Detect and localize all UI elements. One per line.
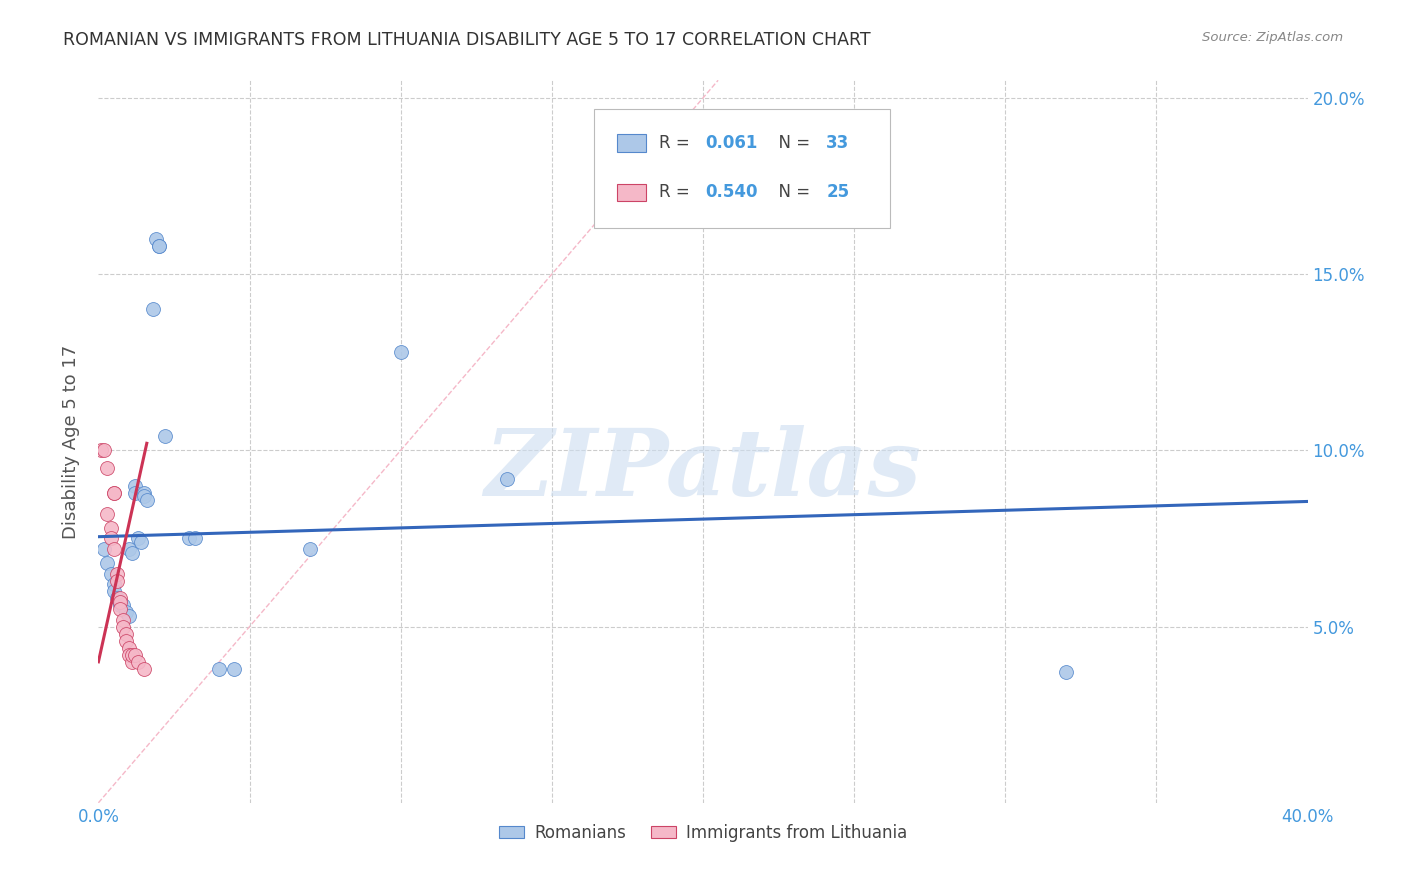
Point [100, 521, 122, 535]
Point [108, 602, 131, 616]
Point [114, 633, 136, 648]
Point [90, 443, 112, 458]
Text: R =: R = [659, 183, 696, 202]
Point [127, 655, 149, 669]
Point [100, 532, 122, 546]
Point [118, 542, 141, 557]
Point [105, 566, 128, 581]
Point [121, 545, 143, 559]
Point [127, 532, 149, 546]
Point [96, 507, 118, 521]
Text: N =: N = [768, 183, 815, 202]
Point [124, 485, 146, 500]
Point [132, 662, 155, 676]
Text: N =: N = [768, 134, 815, 153]
Text: 0.540: 0.540 [706, 183, 758, 202]
Point [142, 302, 165, 317]
Point [1054, 665, 1077, 680]
Point [103, 485, 125, 500]
Point [124, 648, 146, 662]
Point [105, 574, 128, 588]
Text: ZIPatlas: ZIPatlas [485, 425, 921, 516]
Point [148, 239, 170, 253]
Point [103, 584, 125, 599]
Point [93, 443, 115, 458]
Point [132, 489, 155, 503]
Point [153, 429, 176, 443]
Text: 0.061: 0.061 [706, 134, 758, 153]
Point [124, 478, 146, 492]
Point [224, 662, 246, 676]
Y-axis label: Disability Age 5 to 17: Disability Age 5 to 17 [62, 344, 80, 539]
Point [118, 640, 141, 655]
Point [495, 471, 517, 485]
Point [103, 542, 125, 557]
Point [129, 535, 152, 549]
Point [135, 492, 157, 507]
Point [208, 662, 231, 676]
Point [121, 648, 143, 662]
Text: R =: R = [659, 134, 696, 153]
Text: Source: ZipAtlas.com: Source: ZipAtlas.com [1202, 31, 1343, 45]
Point [108, 591, 131, 606]
Point [299, 542, 322, 557]
Point [108, 595, 131, 609]
Point [118, 609, 141, 624]
FancyBboxPatch shape [595, 109, 890, 228]
Point [184, 532, 207, 546]
Text: ROMANIAN VS IMMIGRANTS FROM LITHUANIA DISABILITY AGE 5 TO 17 CORRELATION CHART: ROMANIAN VS IMMIGRANTS FROM LITHUANIA DI… [63, 31, 870, 49]
Point [132, 485, 155, 500]
Point [111, 599, 134, 613]
Text: 25: 25 [827, 183, 849, 202]
Point [103, 577, 125, 591]
Point [179, 532, 201, 546]
Point [111, 613, 134, 627]
Point [100, 566, 122, 581]
Point [148, 239, 170, 253]
Point [96, 556, 118, 570]
Point [96, 461, 118, 475]
Point [114, 606, 136, 620]
Point [145, 232, 167, 246]
Point [111, 619, 134, 633]
Point [108, 599, 131, 613]
Point [93, 542, 115, 557]
Text: 33: 33 [827, 134, 849, 153]
Point [105, 591, 128, 606]
Legend: Romanians, Immigrants from Lithuania: Romanians, Immigrants from Lithuania [492, 817, 914, 848]
Point [103, 485, 125, 500]
Point [114, 626, 136, 640]
Point [118, 648, 141, 662]
Point [121, 655, 143, 669]
Point [389, 344, 412, 359]
FancyBboxPatch shape [617, 184, 647, 201]
FancyBboxPatch shape [617, 135, 647, 152]
Point [108, 595, 131, 609]
